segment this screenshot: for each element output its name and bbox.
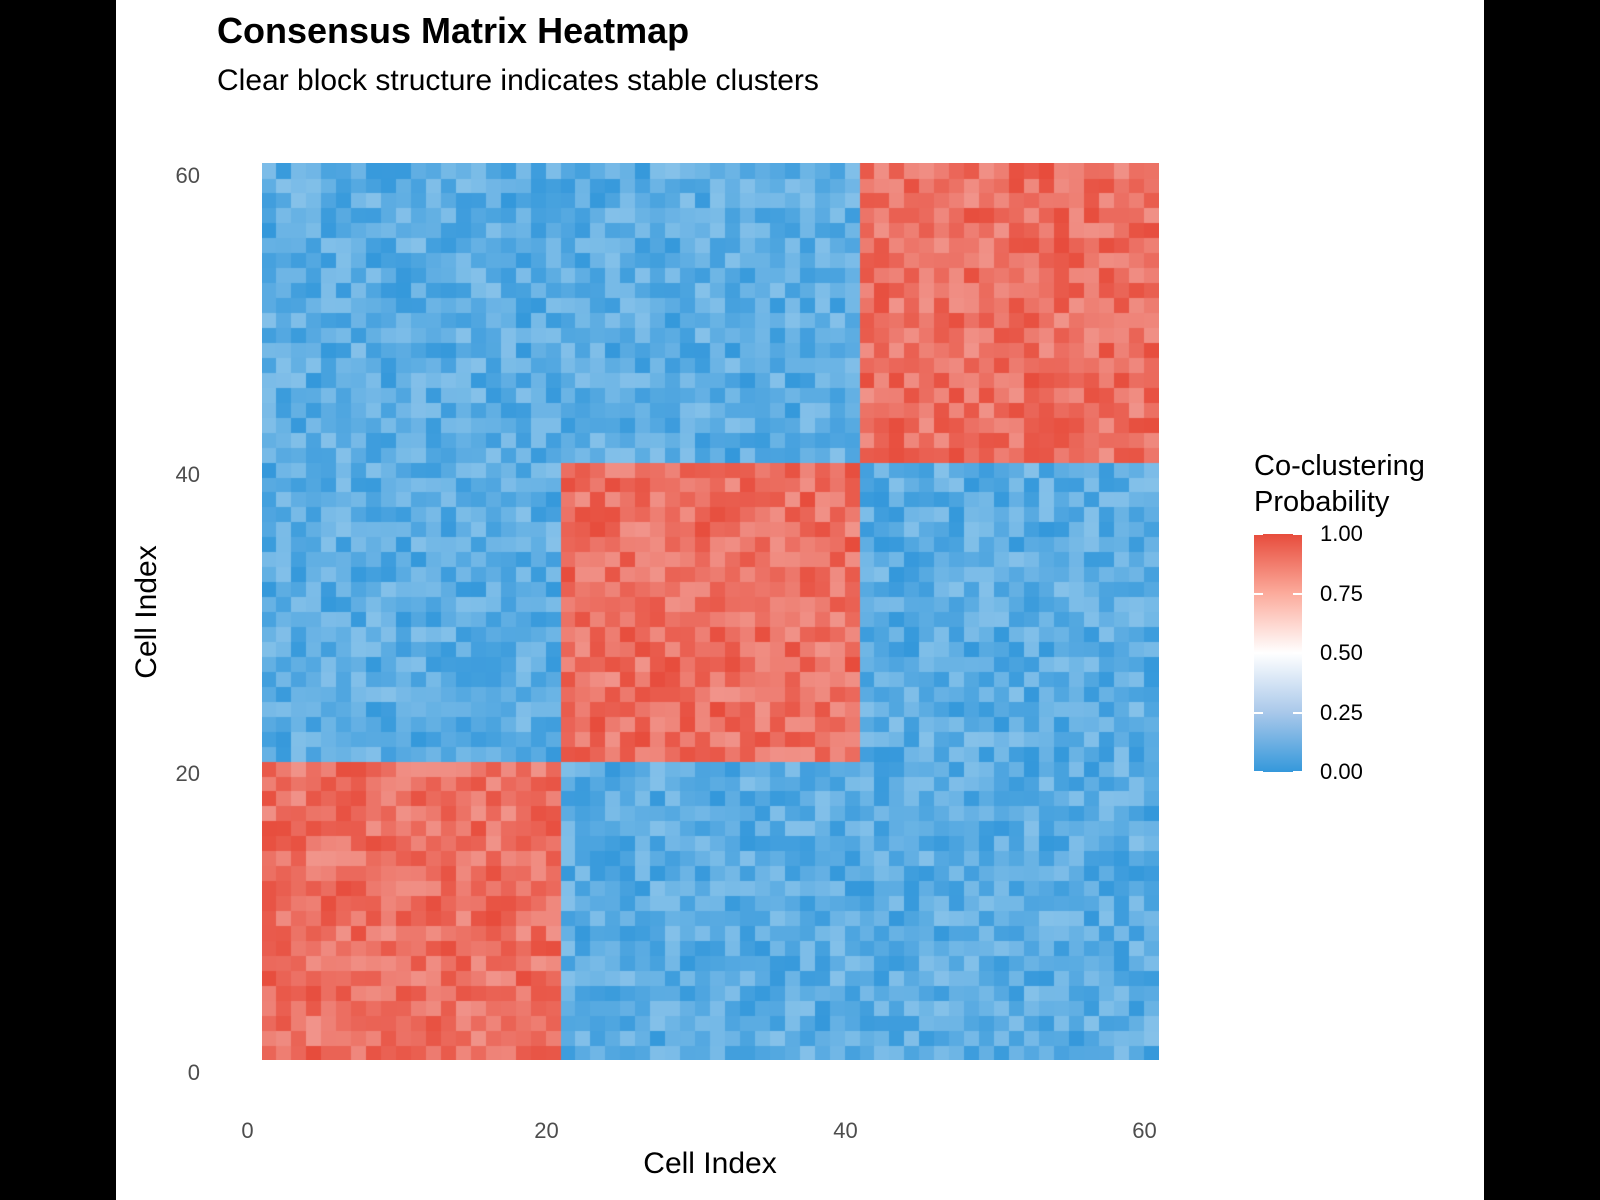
y-axis-title: Cell Index [130, 545, 163, 679]
legend-tick-mark [1254, 533, 1263, 535]
legend-tick-label: 1.00 [1320, 521, 1363, 546]
x-axis-title: Cell Index [643, 1147, 777, 1180]
legend-title-line-2: Probability [1254, 486, 1390, 518]
legend-title-line-1: Co-clustering [1254, 450, 1425, 482]
y-tick-label: 60 [175, 163, 200, 189]
heatmap-grid [262, 163, 1159, 1060]
legend-tick-mark [1254, 771, 1263, 773]
x-tick-label: 60 [1132, 1118, 1157, 1143]
legend-tick-label: 0.50 [1320, 640, 1363, 665]
x-tick-label: 20 [534, 1118, 559, 1143]
y-tick-label: 40 [175, 462, 200, 488]
x-tick-label: 40 [833, 1118, 858, 1143]
legend-tick-mark [1254, 711, 1263, 714]
legend-tick-mark [1293, 592, 1302, 595]
legend-tick-mark [1293, 711, 1302, 714]
legend-tick-mark [1293, 533, 1302, 535]
x-tick-label: 0 [241, 1118, 254, 1143]
legend-tick-mark [1254, 592, 1263, 595]
legend-title: Co-clustering Probability [1254, 448, 1425, 520]
chart-subtitle: Clear block structure indicates stable c… [217, 64, 819, 97]
legend-tick-label: 0.00 [1320, 759, 1363, 784]
legend-tick-label: 0.25 [1320, 699, 1363, 725]
y-tick-label: 20 [175, 761, 200, 787]
legend-tick-label: 0.75 [1320, 580, 1363, 606]
chart-title: Consensus Matrix Heatmap [217, 10, 690, 51]
legend-tick-mark [1293, 771, 1302, 773]
legend-tick-mark [1254, 652, 1263, 654]
heatmap-canvas [262, 163, 1159, 1060]
y-tick-label: 0 [187, 1060, 200, 1086]
legend-tick-mark [1293, 652, 1302, 654]
